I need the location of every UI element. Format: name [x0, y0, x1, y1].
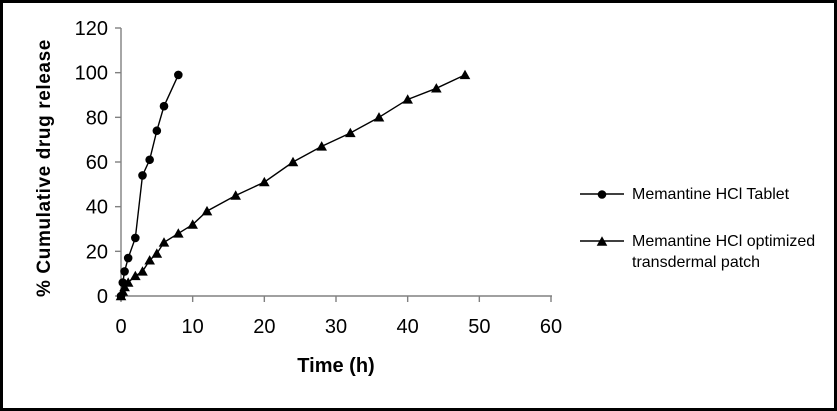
marker-triangle: [173, 228, 184, 238]
marker-circle: [138, 171, 147, 180]
x-tick-label: 50: [468, 316, 490, 338]
marker-triangle: [187, 219, 198, 229]
series-line: [120, 74, 179, 297]
marker-triangle: [459, 69, 471, 80]
series-line: [120, 74, 466, 297]
marker-circle: [131, 233, 140, 243]
x-axis-title: Time (h): [297, 355, 375, 377]
x-tick-label: 10: [182, 316, 204, 338]
legend-label: Memantine HCl Tablet: [632, 186, 790, 203]
y-tick-label: 120: [75, 18, 108, 40]
x-tick-label: 0: [115, 316, 126, 338]
y-tick-label: 60: [86, 152, 108, 174]
y-tick-label: 40: [86, 197, 108, 219]
series-0: [116, 70, 183, 301]
marker-triangle: [431, 83, 442, 93]
marker-triangle: [230, 190, 241, 200]
y-tick-label: 0: [97, 286, 108, 308]
marker-circle: [597, 190, 607, 199]
marker-triangle: [137, 266, 148, 276]
marker-triangle: [201, 205, 213, 216]
marker-circle: [174, 70, 183, 80]
marker-triangle: [402, 94, 413, 104]
marker-circle: [152, 126, 162, 136]
y-tick-label: 80: [86, 107, 108, 129]
marker-triangle: [345, 127, 356, 138]
legend-entry: Memantine HCl optimized transdermal patc…: [580, 231, 822, 273]
marker-triangle: [130, 270, 141, 281]
marker-triangle: [158, 237, 170, 247]
marker-circle: [159, 101, 169, 111]
plot-area: 0 20 40 60 80 100 120 0 10 20 30 40 50 60: [75, 18, 563, 338]
legend-entry: Memantine HCl Tablet: [580, 184, 822, 205]
marker-triangle: [287, 156, 299, 167]
legend-triangle-marker-icon: [580, 236, 624, 246]
legend: Memantine HCl Tablet Memantine HCl optimi…: [580, 184, 822, 273]
x-tick-label: 40: [397, 316, 419, 338]
series-1: [115, 69, 471, 301]
legend-circle-marker-icon: [580, 190, 624, 199]
marker-triangle: [316, 141, 327, 151]
x-tick-label: 60: [540, 316, 562, 338]
x-tick-label: 30: [325, 316, 347, 338]
marker-triangle: [151, 248, 163, 258]
marker-circle: [123, 253, 133, 263]
y-tick-label: 100: [75, 63, 108, 85]
marker-triangle: [122, 277, 134, 287]
marker-circle: [120, 267, 129, 276]
marker-triangle: [373, 112, 385, 122]
y-tick-label: 20: [86, 241, 108, 263]
marker-triangle: [144, 255, 155, 265]
x-tick-label: 20: [253, 316, 275, 338]
legend-label: Memantine HCl optimized transdermal patc…: [632, 233, 816, 271]
marker-triangle: [259, 176, 270, 187]
marker-circle: [145, 155, 154, 165]
marker-triangle: [596, 236, 608, 246]
